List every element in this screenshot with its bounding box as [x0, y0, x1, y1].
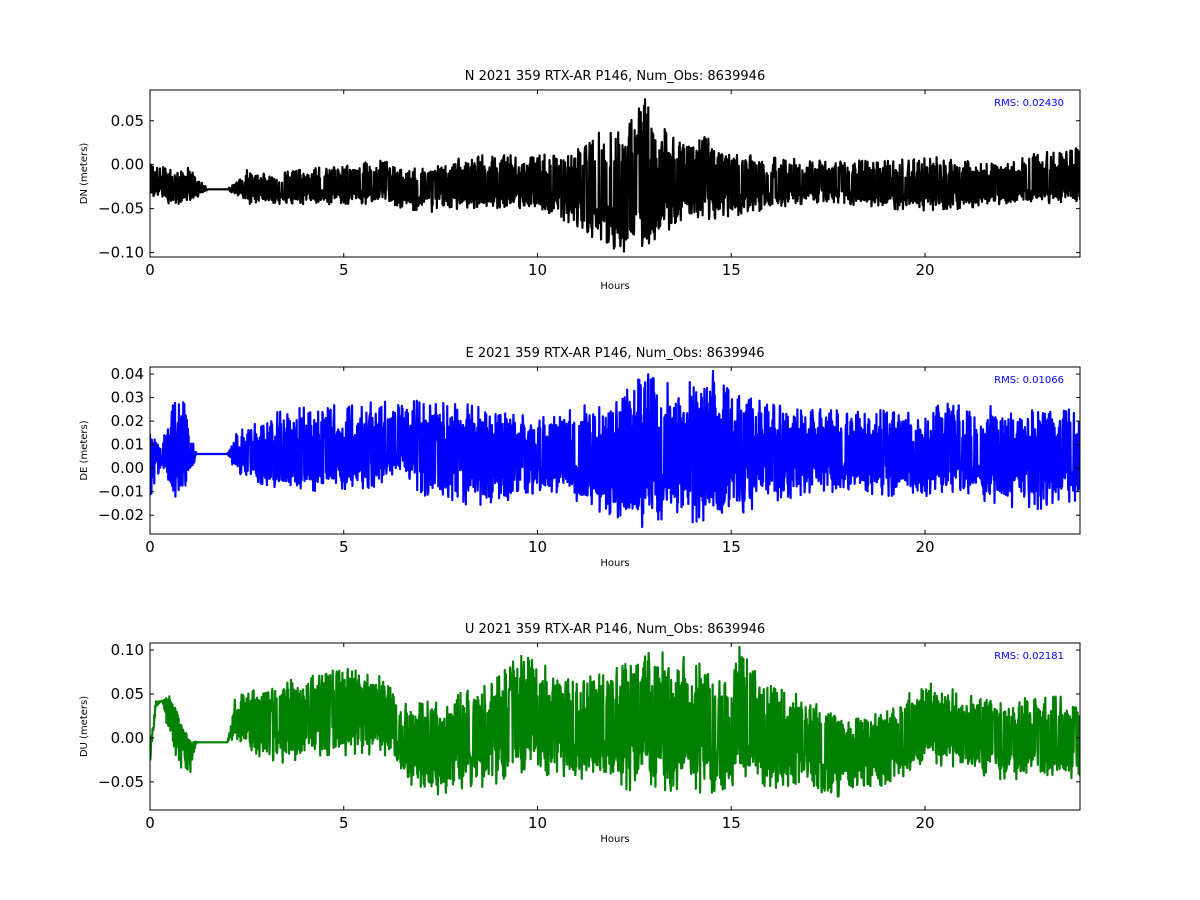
- x-tick-label-e: 0: [145, 538, 155, 556]
- x-tick-label-u: 20: [915, 814, 934, 832]
- y-tick-label-n: 0.00: [111, 156, 144, 174]
- x-tick-label-u: 15: [722, 814, 741, 832]
- series-line-e: [150, 369, 1080, 529]
- x-tick-label-e: 15: [722, 538, 741, 556]
- y-tick-label-e: 0.04: [111, 365, 144, 383]
- chart-title-e: E 2021 359 RTX-AR P146, Num_Obs: 8639946: [466, 346, 765, 361]
- y-tick-label-u: 0.05: [111, 685, 144, 703]
- axes-frame-e: [149, 366, 1081, 535]
- y-tick-label-n: 0.05: [111, 112, 144, 130]
- y-tick-label-u: 0.00: [111, 729, 144, 747]
- rms-annotation-u: RMS: 0.02181: [994, 651, 1064, 662]
- y-axis-label-n: DN (meters): [79, 143, 90, 205]
- x-axis-label-e: Hours: [600, 558, 629, 569]
- axes-frame-n: [149, 89, 1081, 258]
- y-tick-label-e: −0.01: [98, 483, 144, 501]
- x-tick-label-n: 5: [339, 261, 349, 279]
- y-tick-label-n: −0.10: [98, 244, 144, 262]
- x-tick-label-e: 5: [339, 538, 349, 556]
- y-axis-label-u: DU (meters): [79, 696, 90, 757]
- rms-annotation-e: RMS: 0.01066: [994, 375, 1064, 386]
- x-axis-label-n: Hours: [600, 281, 629, 292]
- x-tick-label-u: 0: [145, 814, 155, 832]
- chart-title-n: N 2021 359 RTX-AR P146, Num_Obs: 8639946: [465, 69, 765, 84]
- y-tick-label-u: −0.05: [98, 773, 144, 791]
- x-tick-label-n: 0: [145, 261, 155, 279]
- panel-u: U 2021 359 RTX-AR P146, Num_Obs: 8639946…: [79, 622, 1081, 845]
- y-tick-label-e: 0.02: [111, 412, 144, 430]
- series-line-n: [150, 98, 1080, 253]
- x-tick-label-n: 10: [528, 261, 547, 279]
- x-tick-label-n: 20: [915, 261, 934, 279]
- y-tick-label-e: 0.01: [111, 436, 144, 454]
- panel-e: E 2021 359 RTX-AR P146, Num_Obs: 8639946…: [79, 346, 1081, 569]
- rms-annotation-n: RMS: 0.02430: [994, 98, 1064, 109]
- y-tick-label-e: −0.02: [98, 506, 144, 524]
- x-tick-label-n: 15: [722, 261, 741, 279]
- x-axis-label-u: Hours: [600, 834, 629, 845]
- x-tick-label-u: 10: [528, 814, 547, 832]
- x-tick-label-u: 5: [339, 814, 349, 832]
- y-tick-label-u: 0.10: [111, 641, 144, 659]
- y-tick-label-n: −0.05: [98, 200, 144, 218]
- y-axis-label-e: DE (meters): [79, 420, 90, 480]
- y-tick-label-e: 0.00: [111, 459, 144, 477]
- x-tick-label-e: 10: [528, 538, 547, 556]
- chart-title-u: U 2021 359 RTX-AR P146, Num_Obs: 8639946: [465, 622, 765, 637]
- axes-frame-u: [149, 642, 1081, 811]
- series-line-u: [150, 645, 1080, 798]
- y-tick-label-e: 0.03: [111, 389, 144, 407]
- x-tick-label-e: 20: [915, 538, 934, 556]
- panel-n: N 2021 359 RTX-AR P146, Num_Obs: 8639946…: [79, 69, 1081, 292]
